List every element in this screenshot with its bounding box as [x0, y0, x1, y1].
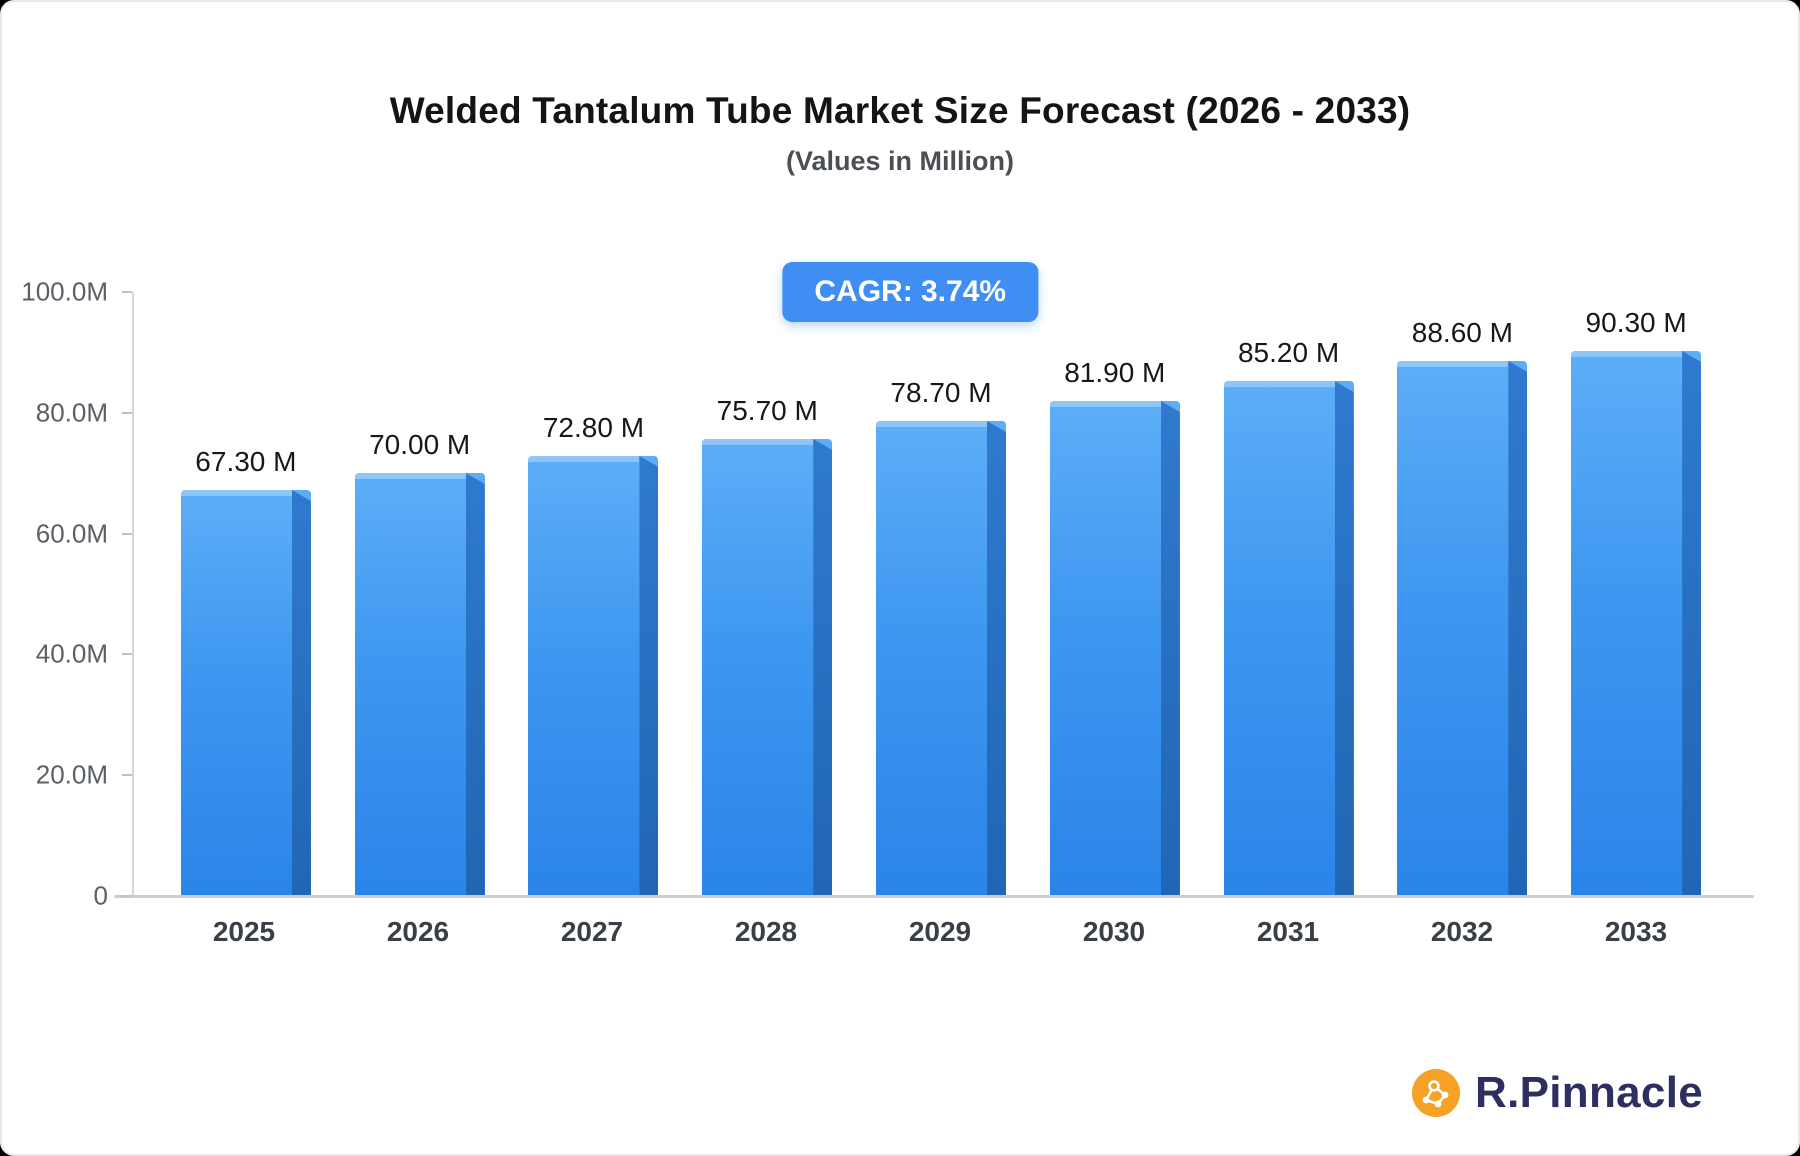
- bar-2033[interactable]: [1571, 351, 1702, 896]
- x-axis-label: 2030: [1082, 916, 1146, 947]
- bar-value-label: 90.30 M: [1585, 307, 1687, 338]
- bar-group: 72.80 M: [507, 412, 681, 896]
- x-axis-line: [114, 895, 1754, 898]
- y-axis: 100.0M 80.0M 60.0M 40.0M 20.0M 0: [21, 277, 120, 911]
- x-axis-label: 2025: [212, 916, 276, 947]
- bar-group: 81.90 M: [1028, 357, 1202, 896]
- bar-group: 90.30 M: [1549, 307, 1723, 896]
- y-tick-mark: [122, 532, 132, 535]
- y-axis-label: 80.0M: [35, 397, 108, 428]
- bar-2032[interactable]: [1397, 361, 1528, 896]
- x-axis-label: 2027: [560, 916, 624, 947]
- y-axis-label: 0: [93, 880, 108, 911]
- cagr-badge: CAGR: 3.74%: [782, 262, 1039, 322]
- x-axis-label: 2032: [1430, 916, 1494, 947]
- bar-value-label: 85.20 M: [1237, 337, 1340, 368]
- y-tick-mark: [122, 653, 132, 656]
- bar-group: 75.70 M: [680, 395, 854, 896]
- x-axis-label: 2028: [734, 916, 798, 947]
- bar-group: 85.20 M: [1202, 337, 1376, 896]
- y-axis-label: 40.0M: [35, 638, 108, 669]
- bar-value-label: 75.70 M: [716, 395, 818, 426]
- bar-value-label: 88.60 M: [1411, 317, 1513, 348]
- bar-group: 88.60 M: [1375, 317, 1549, 896]
- bar-2029[interactable]: [876, 421, 1007, 896]
- y-tick-mark: [122, 411, 132, 414]
- y-axis-label: 20.0M: [35, 759, 108, 790]
- bar-value-label: 78.70 M: [890, 377, 992, 408]
- y-tick-mark: [122, 774, 132, 777]
- bar-2025[interactable]: [180, 490, 311, 896]
- x-axis-label: 2033: [1604, 916, 1668, 947]
- bar-2027[interactable]: [528, 456, 659, 896]
- bar-group: 78.70 M: [854, 377, 1028, 896]
- brand-logo: R.Pinnacle: [1411, 1068, 1703, 1118]
- bar-group: 70.00 M: [333, 429, 507, 896]
- page-title: Welded Tantalum Tube Market Size Forecas…: [389, 90, 1411, 131]
- x-axis-label: 2031: [1256, 916, 1320, 947]
- bar-group: 67.30 M: [159, 446, 333, 896]
- bar-2030[interactable]: [1049, 401, 1180, 896]
- cagr-badge-label: CAGR: 3.74%: [814, 275, 1007, 308]
- bar-value-label: 70.00 M: [369, 429, 471, 460]
- x-axis-labels: 2025 2026 2027 2028 2029 2030 2031 2032 2033: [132, 916, 1748, 948]
- bar-value-label: 67.30 M: [195, 446, 297, 477]
- y-tick-mark: [122, 895, 132, 897]
- bar-2028[interactable]: [702, 439, 833, 896]
- plot-area: 67.30 M 70.00 M 72.80 M 75.70 M 78.70 M 81.90…: [114, 291, 1754, 898]
- page-subtitle: (Values in Million): [785, 146, 1015, 176]
- y-tick-mark: [122, 291, 132, 293]
- x-axis-label: 2026: [386, 916, 450, 947]
- bar-2031[interactable]: [1223, 381, 1354, 896]
- bar-2026[interactable]: [354, 473, 485, 896]
- bar-value-label: 72.80 M: [542, 412, 645, 443]
- network-nodes-icon: [1411, 1068, 1461, 1118]
- bar-value-label: 81.90 M: [1064, 357, 1166, 388]
- x-axis-label: 2029: [908, 916, 972, 947]
- bars-row: 67.30 M 70.00 M 72.80 M 75.70 M 78.70 M 81.90…: [134, 292, 1748, 896]
- y-axis-label: 60.0M: [35, 518, 108, 549]
- bar-chart: 100.0M 80.0M 60.0M 40.0M 20.0M 0 67.30 M 70.00…: [21, 277, 1754, 948]
- y-axis-label: 100.0M: [21, 276, 108, 307]
- brand-name: R.Pinnacle: [1475, 1068, 1703, 1117]
